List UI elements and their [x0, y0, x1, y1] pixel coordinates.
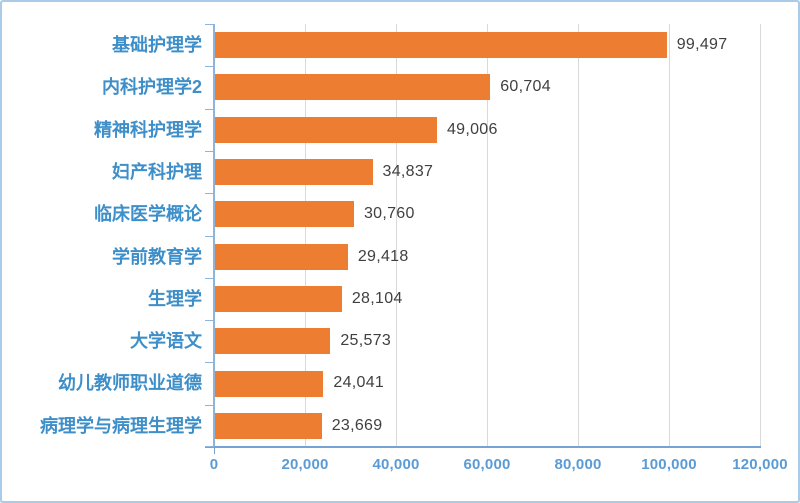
- category-label: 生理学: [148, 288, 202, 309]
- bar: [214, 370, 324, 397]
- y-axis-tick: [205, 320, 214, 322]
- gridline: [760, 24, 761, 447]
- category-label: 病理学与病理生理学: [40, 415, 202, 436]
- y-axis-tick: [205, 404, 214, 406]
- value-label: 60,704: [500, 78, 551, 96]
- y-axis-line: [213, 24, 215, 448]
- value-label: 34,837: [382, 162, 434, 180]
- y-axis-tick: [205, 66, 214, 68]
- x-tick-label: 120,000: [732, 456, 788, 473]
- value-label: 25,573: [340, 332, 392, 350]
- x-tick-label: 100,000: [641, 456, 697, 473]
- x-tick-label: 20,000: [281, 456, 329, 473]
- category-label: 内科护理学2: [101, 77, 202, 98]
- bar: [214, 412, 322, 439]
- value-label: 24,041: [333, 374, 385, 392]
- bar: [214, 328, 331, 355]
- y-axis-tick: [205, 277, 214, 279]
- x-tick-label: 80,000: [554, 456, 602, 473]
- gridline: [578, 24, 579, 447]
- category-label: 学前教育学: [112, 246, 202, 267]
- value-label: 28,104: [351, 289, 403, 307]
- category-label: 幼儿教师职业道德: [58, 373, 202, 394]
- y-axis-tick: [205, 235, 214, 237]
- y-axis-tick: [205, 150, 214, 152]
- value-label: 49,006: [446, 120, 498, 138]
- x-tick-label: 60,000: [463, 456, 511, 473]
- category-label: 精神科护理学: [94, 119, 202, 140]
- gridline: [669, 24, 670, 447]
- bar: [214, 201, 354, 228]
- bar: [214, 285, 342, 312]
- x-tick-label: 40,000: [372, 456, 420, 473]
- category-label: 大学语文: [130, 331, 202, 352]
- category-label: 妇产科护理: [112, 161, 202, 182]
- y-axis-tick: [205, 446, 214, 447]
- gridline: [396, 24, 397, 447]
- category-label: 基础护理学: [112, 35, 202, 55]
- bar: [214, 159, 373, 186]
- value-label: 29,418: [357, 247, 409, 265]
- y-axis-tick: [205, 24, 214, 25]
- x-tick-label: 0: [209, 456, 219, 473]
- plot-area: 99,497 60,704 49,006 34,837 30,760 29,418 28,1…: [214, 24, 761, 447]
- gridline: [487, 24, 488, 447]
- x-axis-zero-tick: [214, 448, 215, 454]
- y-axis-tick: [205, 193, 214, 195]
- value-label: 23,669: [331, 416, 383, 434]
- y-axis-tick: [205, 108, 214, 110]
- category-label: 临床医学概论: [94, 204, 202, 225]
- bar: [214, 243, 348, 270]
- value-label: 30,760: [363, 205, 415, 223]
- bar: [214, 116, 437, 143]
- x-axis-line: [205, 446, 761, 448]
- bar: [214, 32, 667, 59]
- value-label: 99,497: [676, 36, 728, 53]
- gridline: [305, 24, 306, 447]
- y-axis-tick: [205, 362, 214, 364]
- bar: [214, 74, 491, 101]
